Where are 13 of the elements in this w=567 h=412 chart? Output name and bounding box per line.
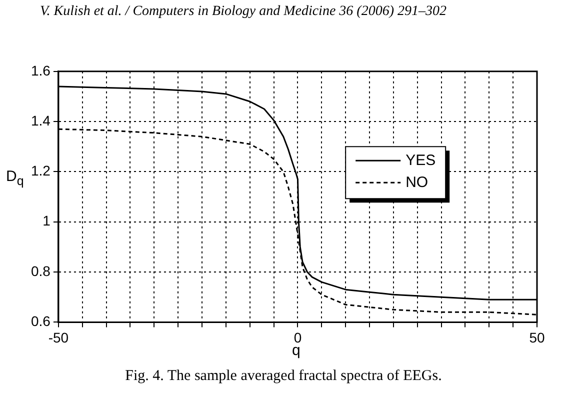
caption: Fig. 4. The sample averaged fractal spectra of EEGs. (124, 368, 443, 385)
y-tick-label: 1.4 (30, 112, 51, 128)
legend-label: NO (406, 174, 428, 191)
y-axis-title: D$_{q}$ (6, 168, 24, 188)
legend-label: YES (406, 152, 436, 169)
y-tick-label: 1.2 (30, 162, 51, 179)
x-tick-label: -50 (48, 329, 69, 346)
y-tick-label: 1 (42, 212, 51, 229)
text: V. Kulish et al. / Computers in Biology and Medicine 36 (2006) 291–302 (40, 4, 446, 20)
y-tick-label: 1.6 (30, 62, 51, 78)
x-tick-label: 50 (529, 329, 545, 346)
y-tick-label: 0.6 (30, 313, 51, 330)
y-tick-label: 0.8 (30, 262, 51, 279)
